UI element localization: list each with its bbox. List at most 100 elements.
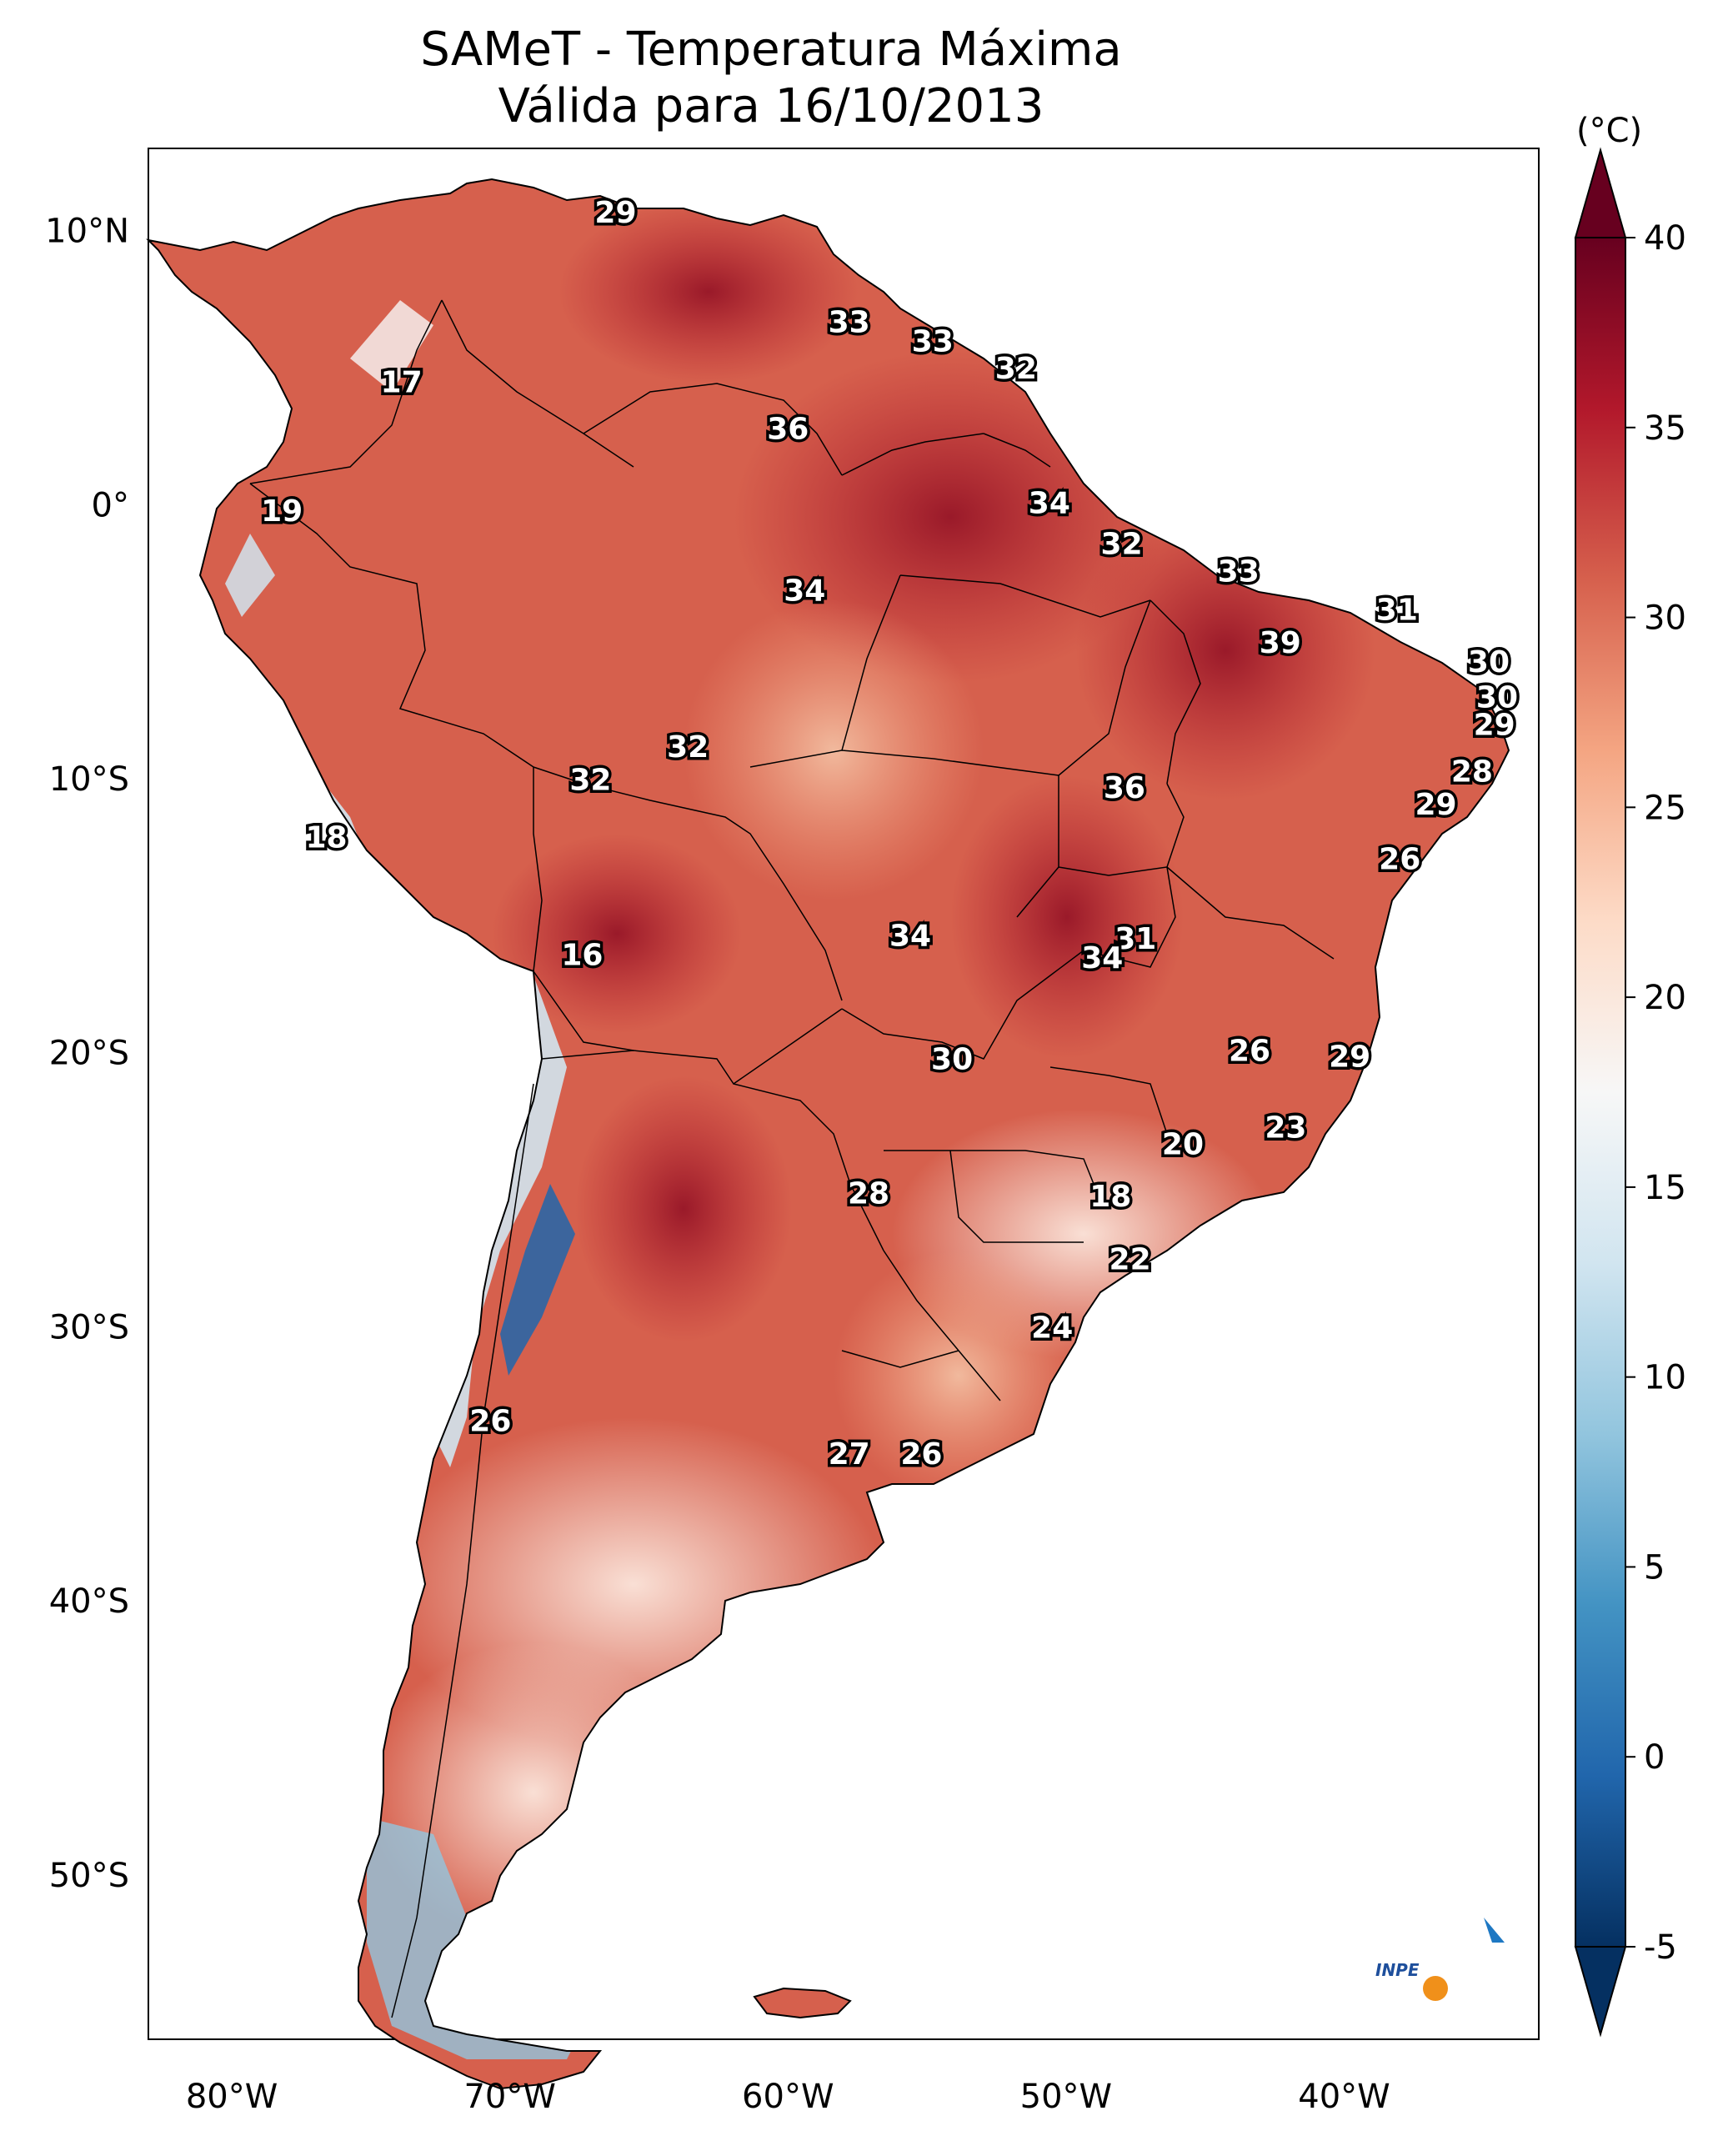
contour-label: 34 — [889, 920, 931, 954]
contour-label: 18 — [305, 820, 347, 855]
border-colombia-venezuela — [441, 299, 634, 468]
logo-arrow — [1484, 1918, 1505, 1943]
contour-label: 34 — [784, 574, 825, 608]
border-colombia-ecuador — [249, 299, 443, 484]
colorbar-tick-label: 30 — [1644, 599, 1686, 638]
border-state-12 — [1049, 1066, 1168, 1135]
contour-label: 16 — [561, 939, 603, 973]
colorbar-unit: (°C) — [1576, 112, 1642, 150]
colorbar-tick-label: 35 — [1644, 409, 1686, 448]
contour-label: 26 — [1379, 843, 1420, 877]
border-bolivia-brazil — [533, 766, 843, 1001]
hot-core-venezuela — [558, 200, 859, 384]
andes-cold-core — [500, 1184, 575, 1376]
warm-zone-uruguay — [834, 1251, 1084, 1501]
contour-label: 23 — [1265, 1111, 1306, 1146]
border-state-8 — [1166, 866, 1335, 960]
contour-label: 29 — [1415, 788, 1457, 822]
contour-label: 26 — [900, 1437, 942, 1472]
lon-label: 70°W — [463, 2078, 555, 2116]
colorbar-tick-label: 20 — [1644, 979, 1686, 1017]
lon-label: 60°W — [742, 2078, 834, 2116]
lat-label: 10°S — [49, 760, 129, 799]
border-guyana-brazil — [841, 433, 984, 476]
contour-label: 32 — [569, 763, 611, 797]
contour-label: 28 — [848, 1177, 889, 1211]
contour-label: 34 — [1081, 941, 1123, 975]
colorbar-tick-label: 0 — [1644, 1738, 1665, 1777]
contour-label: 28 — [1451, 755, 1493, 789]
border-state-9 — [1083, 866, 1176, 968]
lat-label: 0° — [92, 486, 129, 524]
contour-label: 20 — [1162, 1127, 1204, 1161]
border-state-7 — [841, 950, 1084, 1060]
contour-label: 36 — [767, 413, 809, 447]
inpe-logo: INPE — [1375, 1901, 1505, 2005]
contour-label: 36 — [1104, 771, 1145, 805]
colorbar-bar — [1575, 237, 1626, 1948]
contour-label: 32 — [667, 730, 709, 765]
border-state-3 — [841, 750, 1059, 776]
contour-label: 18 — [1089, 1180, 1131, 1214]
border-argentina-uruguay — [883, 1250, 1001, 1401]
contour-label: 32 — [995, 352, 1037, 386]
contour-label: 19 — [261, 494, 303, 529]
contour-label: 30 — [1468, 645, 1510, 679]
lat-label: 20°S — [49, 1035, 129, 1073]
colorbar: 40 35 30 25 20 15 10 5 0 -5 (°C) — [1574, 112, 1686, 2038]
contour-label: 39 — [1260, 626, 1301, 660]
contour-label: 33 — [829, 305, 870, 339]
border-peru-brazil — [249, 483, 534, 768]
contour-label: 29 — [1474, 709, 1515, 743]
border-paraguay-argentina — [733, 1083, 884, 1251]
colorbar-tick-label: -5 — [1644, 1928, 1677, 1967]
colorbar-tick-label: 15 — [1644, 1169, 1686, 1207]
border-state-5 — [1150, 599, 1201, 785]
border-french-guiana — [983, 433, 1051, 468]
latitude-labels: 10°N 0° 10°S 20°S 30°S 40°S 50°S — [45, 213, 129, 1895]
colorbar-tick-label: 40 — [1644, 219, 1686, 258]
contour-label: 31 — [1376, 593, 1418, 627]
logo-text: INPE — [1375, 1960, 1420, 1980]
border-peru-bolivia — [533, 767, 543, 972]
lat-label: 10°N — [45, 213, 129, 251]
lat-label: 40°S — [49, 1582, 129, 1621]
lon-label: 40°W — [1298, 2078, 1390, 2116]
colorbar-tick-label: 5 — [1644, 1548, 1665, 1587]
contour-label: 34 — [1029, 486, 1070, 520]
contour-label: 27 — [829, 1437, 870, 1472]
border-state-11 — [949, 1150, 1084, 1243]
border-state-4 — [1016, 599, 1151, 918]
contour-label: 32 — [1101, 528, 1143, 562]
warm-zone-mato-grosso — [684, 600, 984, 900]
contour-label: 26 — [469, 1404, 511, 1438]
map-title: SAMeT - Temperatura Máxima — [420, 23, 1122, 77]
colorbar-max-arrow — [1574, 147, 1627, 238]
border-rs-uruguay — [841, 1350, 959, 1368]
contour-label: 24 — [1031, 1311, 1073, 1346]
contour-label: 30 — [1476, 681, 1518, 715]
contour-label: 26 — [1229, 1035, 1270, 1069]
colorbar-tick-label: 10 — [1644, 1359, 1686, 1397]
lon-label: 50°W — [1020, 2078, 1112, 2116]
contour-label: 33 — [1218, 554, 1260, 589]
contour-label: 30 — [931, 1043, 973, 1077]
country-borders — [249, 299, 1335, 2018]
colorbar-min-arrow — [1574, 1946, 1627, 2038]
longitude-labels: 80°W 70°W 60°W 50°W 40°W — [186, 2078, 1390, 2116]
border-state-2 — [899, 574, 1151, 618]
border-state-1 — [749, 574, 901, 768]
border-venezuela-brazil — [583, 383, 843, 476]
andes-ecuador — [225, 534, 275, 617]
hot-core-central — [950, 775, 1184, 1059]
andes-colombia — [350, 300, 433, 392]
lon-label: 80°W — [186, 2078, 278, 2116]
hot-core-bolivia — [492, 834, 742, 1034]
lat-label: 50°S — [49, 1857, 129, 1895]
border-state-10 — [884, 1150, 1101, 1201]
contour-label: 22 — [1109, 1243, 1151, 1277]
lat-label: 30°S — [49, 1308, 129, 1346]
contour-label: 33 — [912, 324, 954, 358]
